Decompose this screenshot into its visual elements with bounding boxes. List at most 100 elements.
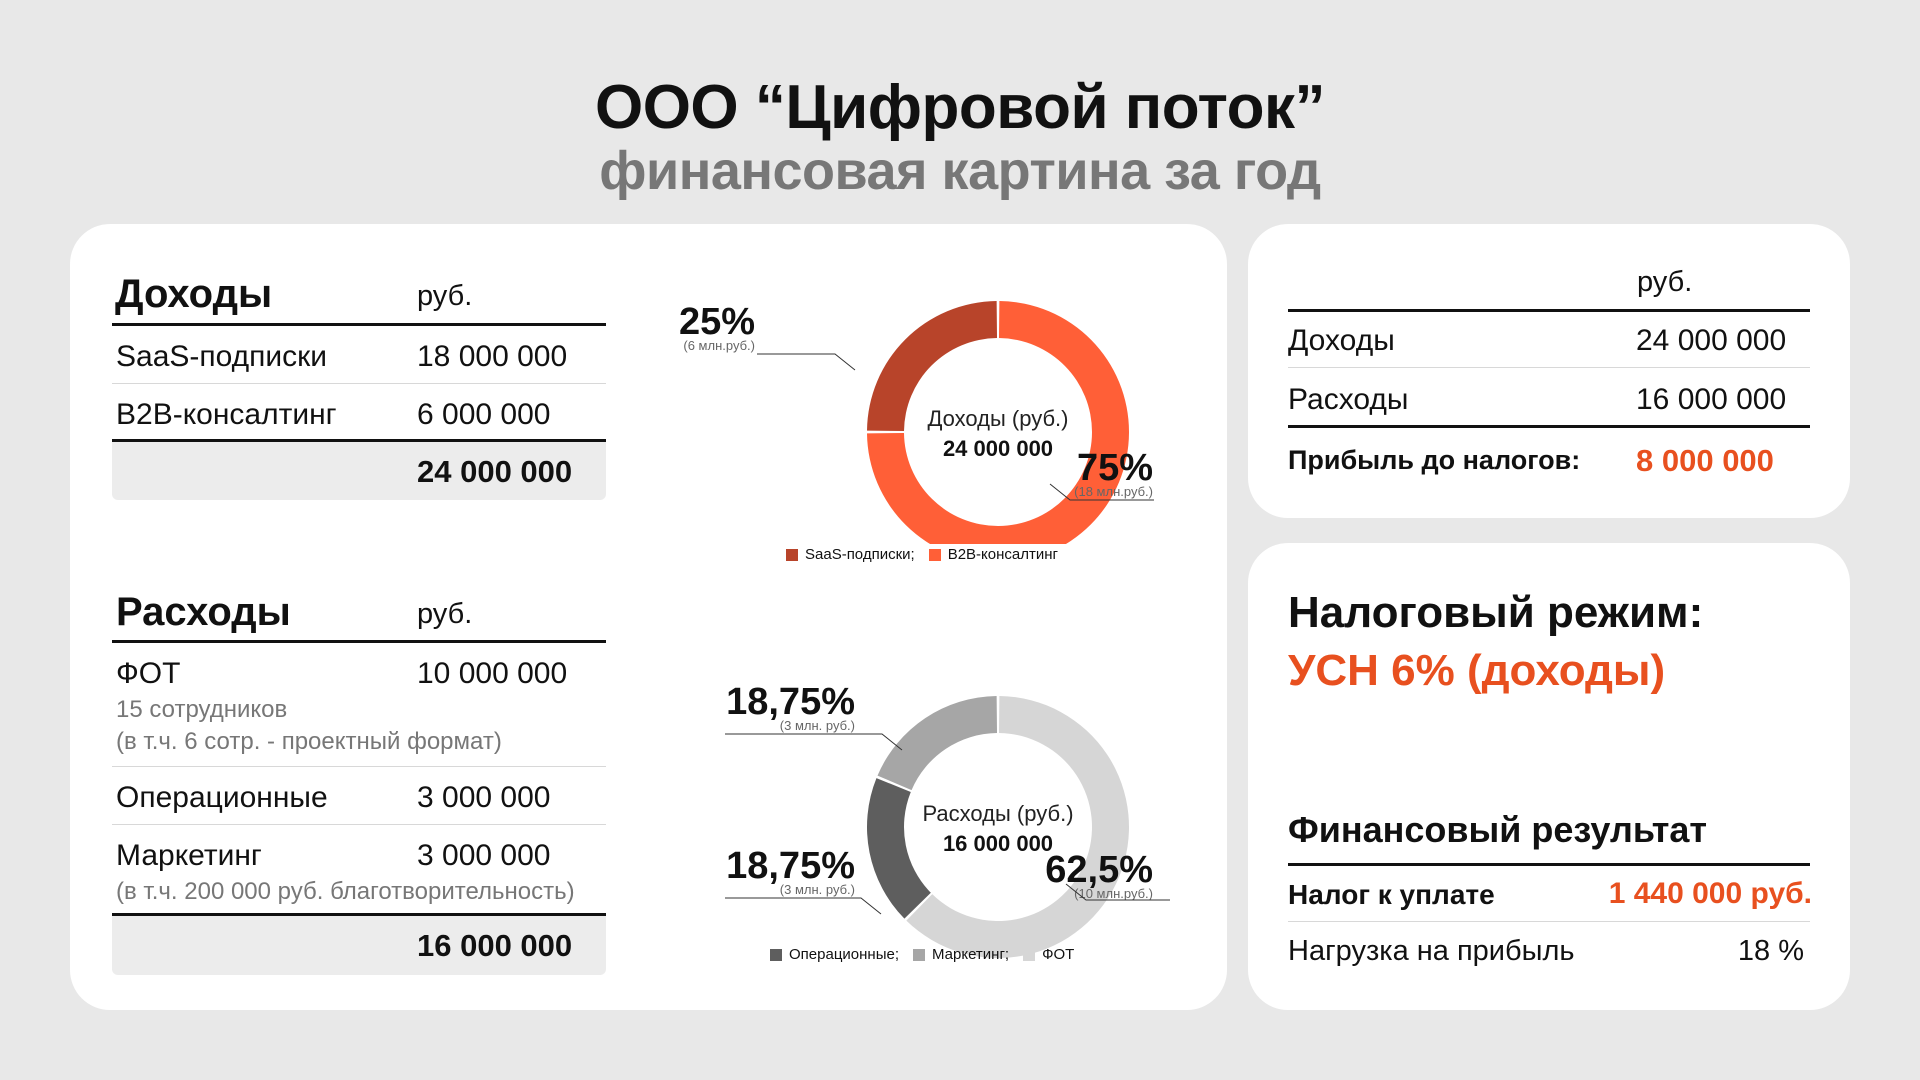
donut-center-label: Расходы (руб.) [922, 801, 1073, 826]
expenses-header-line [112, 640, 606, 643]
income-legend: SaaS-подписки; B2B-консалтинг [786, 546, 1072, 563]
tax-regime-value: УСН 6% (доходы) [1288, 646, 1666, 695]
leader-line [1049, 483, 1154, 501]
income-donut-chart: 25%(6 млн.руб.) 75%(18 млн.руб.) Доходы (р… [679, 301, 1154, 544]
leader-line [725, 733, 903, 751]
tax-due-value: 1 440 000 руб. [1608, 877, 1812, 910]
donut-slice-1 [867, 778, 931, 919]
leader-line [1065, 883, 1170, 901]
slice-label-2: 18,75%(3 млн. руб.) [725, 681, 903, 751]
legend-label: B2B-консалтинг [947, 546, 1058, 563]
tax-regime-label: Налоговый режим: [1288, 588, 1704, 637]
expense-row-value: 3 000 000 [417, 781, 551, 814]
slice-label-3: 62,5%(10 млн.руб.) [1045, 849, 1170, 901]
donut-center-value: 16 000 000 [943, 831, 1053, 856]
result-heading: Финансовый результат [1288, 809, 1708, 850]
expense-row-value: 3 000 000 [417, 839, 551, 872]
income-header-line [112, 323, 606, 326]
profit-value: 8 000 000 [1636, 443, 1774, 478]
expense-row-label: Операционные [116, 781, 328, 814]
page-title: ООО “Цифровой поток” [594, 73, 1326, 142]
income-row-value: 18 000 000 [417, 340, 568, 373]
legend-item-marketing: Маркетинг; [913, 946, 1009, 963]
legend-label: Операционные; [789, 946, 899, 963]
slice-label-1: 25%(6 млн.руб.) [679, 301, 856, 371]
expense-row-note: (в т.ч. 200 000 руб. благотворительность… [116, 878, 575, 905]
profit-summary-card: руб. Доходы 24 000 000 Расходы 16 000 00… [1248, 224, 1850, 518]
summary-total-line [1288, 425, 1810, 428]
expenses-legend: Операционные; Маркетинг; ФОТ [770, 946, 1088, 963]
slice-percent: 75% [1077, 447, 1153, 489]
legend-swatch [1023, 948, 1036, 961]
income-total-row [112, 441, 606, 500]
expense-row-value: 10 000 000 [417, 657, 568, 690]
legend-swatch [770, 948, 782, 961]
donut-center-value: 24 000 000 [943, 436, 1053, 461]
expense-row-note: (в т.ч. 6 сотр. - проектный формат) [116, 728, 502, 755]
donut-center-label: Доходы (руб.) [927, 406, 1068, 431]
summary-unit: руб. [1637, 266, 1693, 298]
slice-label-1: 18,75%(3 млн. руб.) [725, 845, 882, 915]
slice-sub-label: (10 млн.руб.) [1074, 886, 1153, 901]
page-subtitle: финансовая картина за год [599, 141, 1321, 201]
legend-swatch [913, 948, 925, 961]
row-divider [112, 383, 606, 384]
donut-slice-2 [877, 696, 998, 791]
slice-sub-label: (18 млн.руб.) [1074, 484, 1153, 499]
summary-row-label: Доходы [1288, 324, 1395, 357]
donut-slice-2 [867, 301, 1129, 544]
legend-item-saas: SaaS-подписки; [786, 546, 915, 563]
income-unit: руб. [417, 280, 473, 312]
profit-label: Прибыль до налогов: [1288, 445, 1581, 475]
expenses-total-row [112, 915, 606, 975]
legend-item-b2b: B2B-консалтинг [928, 546, 1058, 563]
income-total: 24 000 000 [417, 454, 573, 489]
income-total-line [112, 439, 606, 442]
slice-percent: 18,75% [726, 845, 855, 887]
slice-label-2: 75%(18 млн.руб.) [1049, 447, 1154, 501]
legend-label: Маркетинг; [932, 946, 1010, 963]
expense-row-label: ФОТ [116, 657, 181, 690]
slice-percent: 25% [679, 301, 755, 343]
income-row-value: 6 000 000 [417, 398, 551, 431]
slice-percent: 62,5% [1045, 849, 1153, 891]
summary-header-line [1288, 309, 1810, 312]
tax-due-label: Налог к уплате [1288, 879, 1495, 910]
row-divider [1288, 921, 1810, 922]
tax-card: Налоговый режим: УСН 6% (доходы) Финансо… [1248, 543, 1850, 1010]
legend-swatch [928, 548, 941, 561]
income-expenses-card: Доходы руб. SaaS-подписки 18 000 000 B2B… [70, 224, 1227, 1010]
legend-swatch [786, 548, 798, 561]
income-row-label: B2B-консалтинг [116, 398, 337, 431]
donut-slice-3 [906, 696, 1129, 958]
expenses-heading: Расходы [116, 590, 291, 634]
legend-label: ФОТ [1042, 946, 1075, 963]
slice-sub-label: (3 млн. руб.) [780, 882, 855, 897]
expenses-unit: руб. [417, 598, 473, 630]
legend-item-payroll: ФОТ [1023, 946, 1074, 963]
legend-item-operational: Операционные; [770, 946, 899, 963]
expense-row-note: 15 сотрудников [116, 696, 288, 723]
result-header-line [1288, 863, 1810, 866]
summary-row-value: 24 000 000 [1636, 324, 1787, 357]
expense-row-label: Маркетинг [116, 839, 262, 872]
legend-label: SaaS-подписки; [805, 546, 915, 563]
expenses-total: 16 000 000 [417, 928, 573, 963]
tax-burden-value: 18 % [1737, 935, 1804, 967]
slice-sub-label: (3 млн. руб.) [780, 718, 855, 733]
expenses-total-line [112, 913, 606, 916]
summary-row-label: Расходы [1288, 383, 1409, 416]
tax-burden-label: Нагрузка на прибыль [1288, 935, 1575, 967]
leader-line [757, 353, 856, 371]
donut-slice-1 [867, 301, 998, 432]
income-row-label: SaaS-подписки [116, 340, 328, 373]
slice-sub-label: (6 млн.руб.) [683, 338, 755, 353]
expenses-donut-chart: 18,75%(3 млн. руб.)18,75%(3 млн. руб.)62… [725, 681, 1170, 958]
row-divider [1288, 367, 1810, 368]
summary-row-value: 16 000 000 [1636, 383, 1787, 416]
slice-percent: 18,75% [726, 681, 855, 723]
leader-line [725, 897, 882, 915]
income-heading: Доходы [115, 272, 273, 316]
row-divider [112, 766, 606, 767]
row-divider [112, 824, 606, 825]
